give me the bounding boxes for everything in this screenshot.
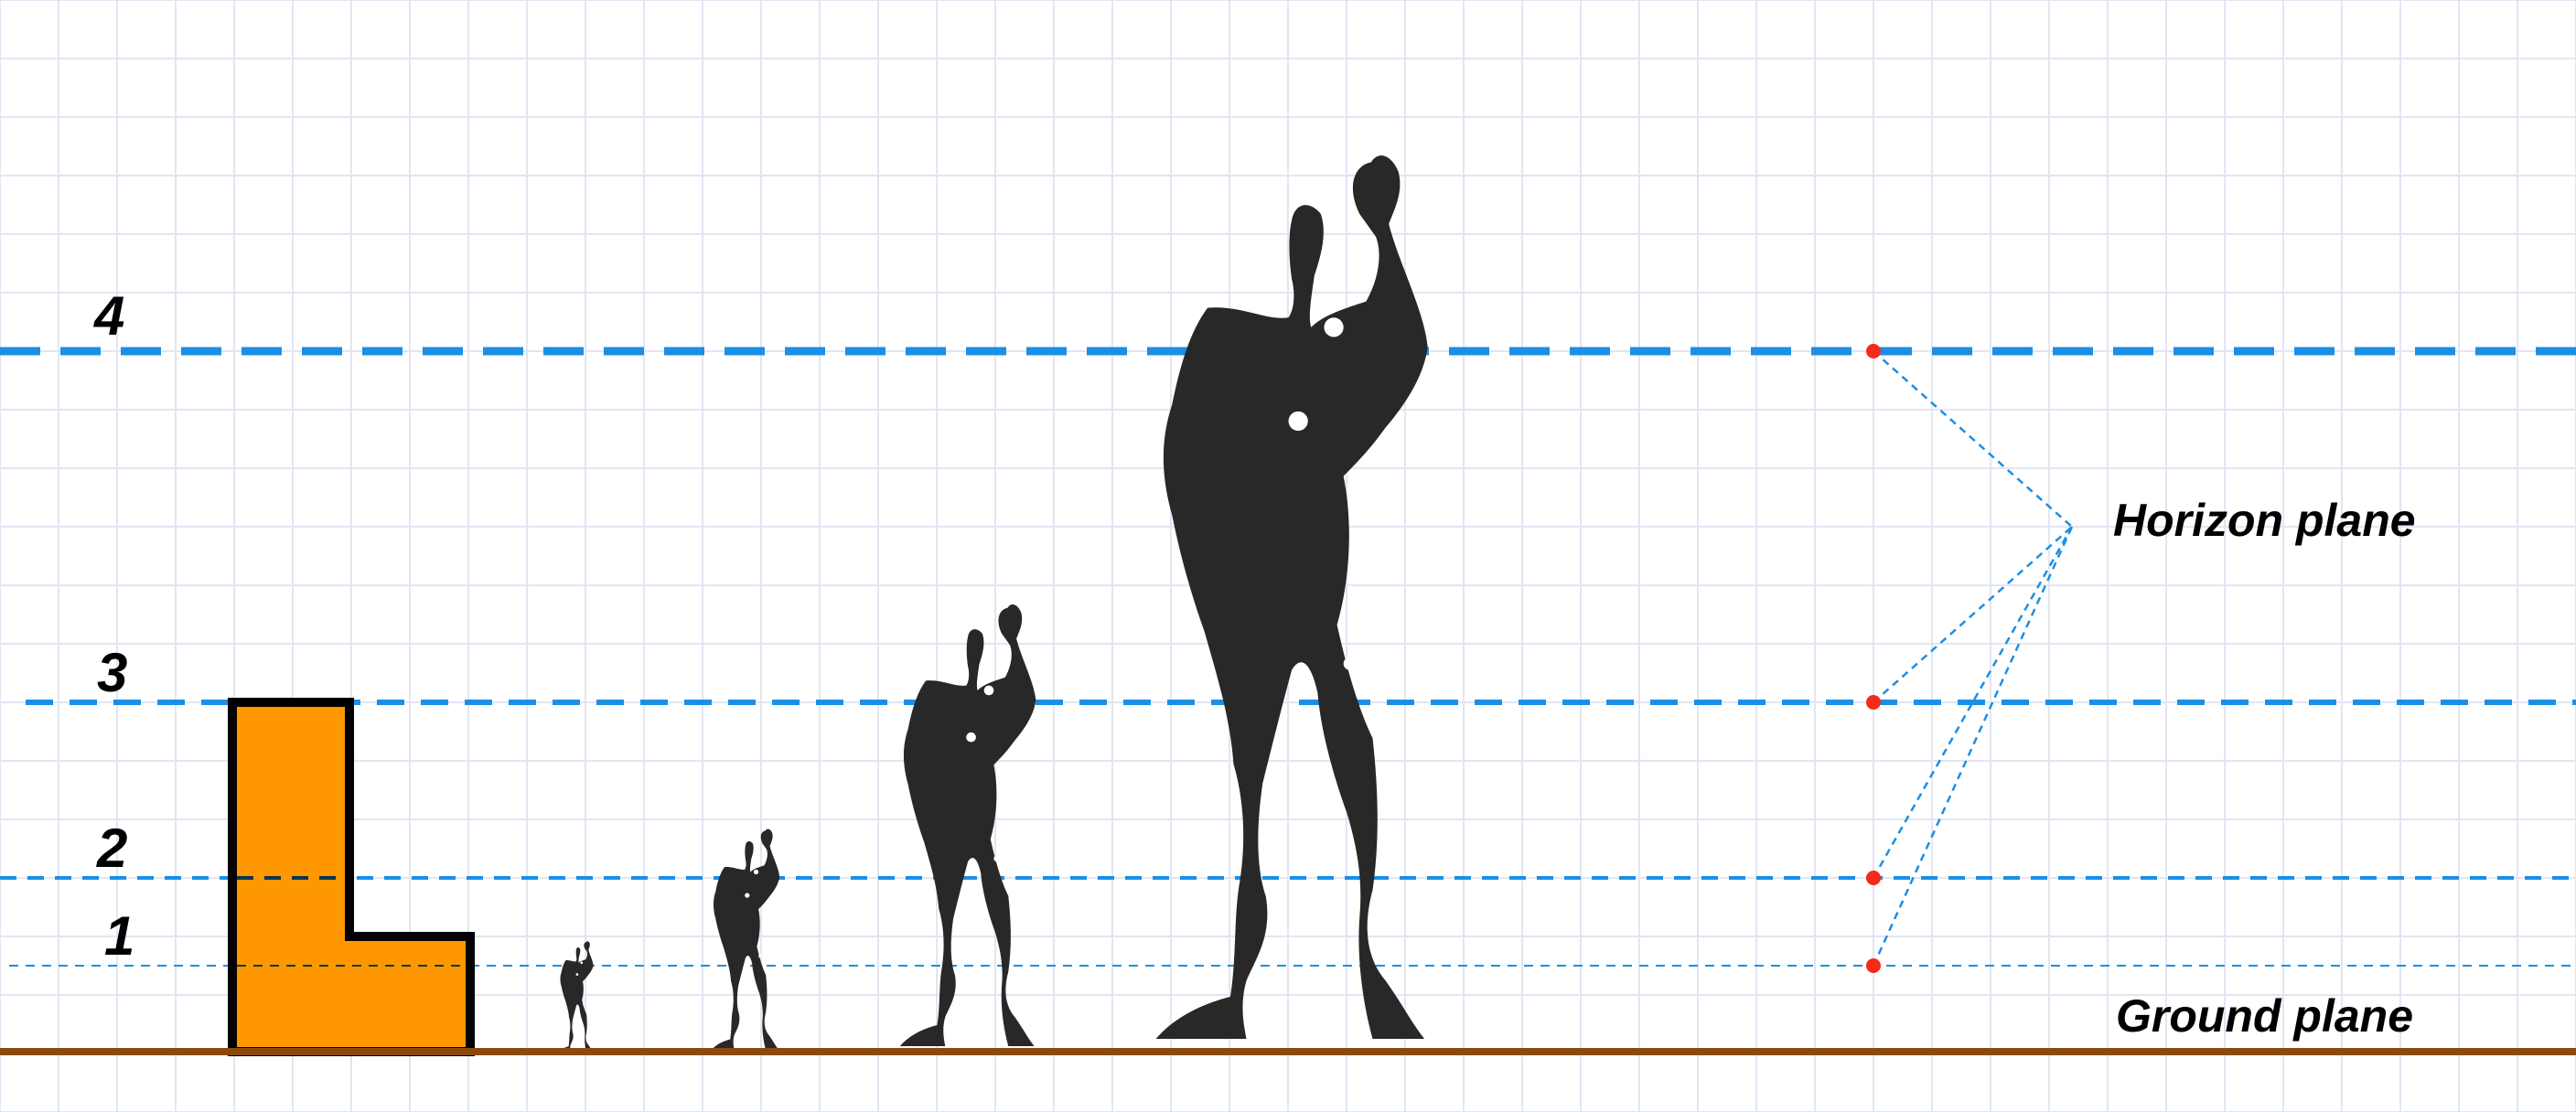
pointer-line-4 — [1873, 350, 2073, 528]
ground-plane — [0, 1048, 2576, 1055]
pointer-line-2 — [1872, 526, 2074, 879]
level-label-3: 3 — [97, 642, 127, 703]
level-label-1: 1 — [104, 905, 134, 967]
pointer-line-1 — [1872, 526, 2074, 967]
level-label-4: 4 — [93, 285, 124, 347]
vanishing-point-1 — [1866, 958, 1881, 973]
vanishing-point-4 — [1866, 344, 1881, 358]
vanishing-point-3 — [1866, 695, 1881, 710]
pointer-line-3 — [1873, 526, 2073, 703]
ground-plane-label: Ground plane — [2116, 990, 2413, 1042]
horizon-plane-label: Horizon plane — [2113, 495, 2416, 546]
level-label-2: 2 — [96, 818, 127, 879]
vanishing-point-2 — [1866, 871, 1881, 885]
